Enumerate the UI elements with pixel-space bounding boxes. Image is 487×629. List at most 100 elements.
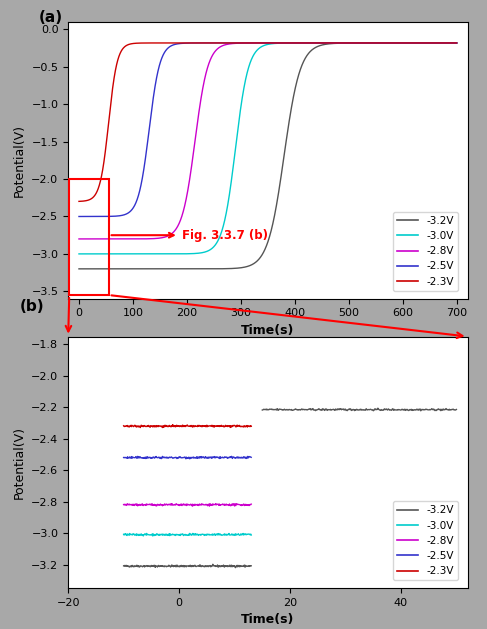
-2.5V xyxy=(76,213,82,220)
-2.3V xyxy=(447,39,452,47)
Line: -3.0V: -3.0V xyxy=(124,533,251,536)
-2.3V xyxy=(229,422,235,430)
-3.0V xyxy=(237,532,243,539)
-3.0V xyxy=(454,39,460,47)
-2.8V xyxy=(237,501,243,509)
-2.3V xyxy=(221,39,227,47)
-2.8V xyxy=(197,500,203,508)
-2.5V xyxy=(229,453,235,460)
-3.2V xyxy=(76,265,82,272)
-2.8V xyxy=(206,503,212,510)
-3.2V xyxy=(232,564,238,571)
-3.2V xyxy=(221,265,227,272)
-2.3V xyxy=(237,422,243,430)
-3.2V xyxy=(237,562,243,570)
Line: -2.3V: -2.3V xyxy=(79,43,457,201)
Text: (a): (a) xyxy=(39,10,63,25)
-2.3V xyxy=(119,46,125,53)
-2.5V xyxy=(121,454,127,462)
-3.0V xyxy=(142,250,148,258)
-2.5V xyxy=(406,39,412,47)
-3.2V xyxy=(197,562,203,570)
-3.0V xyxy=(119,250,125,258)
-2.3V xyxy=(121,423,127,430)
-3.0V xyxy=(453,39,459,47)
Text: (b): (b) xyxy=(19,299,44,314)
Legend: -3.2V, -3.0V, -2.8V, -2.5V, -2.3V: -3.2V, -3.0V, -2.8V, -2.5V, -2.3V xyxy=(393,501,458,581)
-3.2V xyxy=(406,39,412,47)
Line: -3.0V: -3.0V xyxy=(79,43,457,254)
-2.5V xyxy=(119,211,125,219)
-2.5V xyxy=(197,453,203,460)
-3.0V xyxy=(197,531,203,538)
Bar xyxy=(69,179,109,295)
-3.0V xyxy=(229,530,235,538)
-3.2V xyxy=(121,562,127,570)
-2.3V xyxy=(142,39,148,47)
-2.8V xyxy=(221,42,227,49)
-2.5V xyxy=(237,39,243,47)
-2.5V xyxy=(229,454,235,461)
Line: -2.3V: -2.3V xyxy=(124,425,251,428)
-3.0V xyxy=(198,531,204,538)
-2.3V xyxy=(198,422,204,430)
-2.8V xyxy=(406,39,412,47)
Line: -2.5V: -2.5V xyxy=(124,457,251,459)
-2.3V xyxy=(76,198,82,205)
-2.3V xyxy=(454,39,460,47)
-2.5V xyxy=(187,455,193,462)
-2.8V xyxy=(196,501,202,509)
-2.3V xyxy=(170,421,176,428)
-2.8V xyxy=(430,39,436,47)
-2.5V xyxy=(454,39,460,47)
-2.3V xyxy=(237,39,243,47)
-2.3V xyxy=(197,423,203,430)
-3.0V xyxy=(76,250,82,258)
Y-axis label: Potential(V): Potential(V) xyxy=(13,124,26,197)
-3.0V xyxy=(248,532,254,539)
-2.8V xyxy=(121,501,127,508)
-3.2V xyxy=(454,39,460,47)
-3.2V xyxy=(210,560,216,568)
Text: Fig. 3.3.7 (b): Fig. 3.3.7 (b) xyxy=(112,229,267,242)
-3.2V xyxy=(237,264,243,272)
-2.8V xyxy=(454,39,460,47)
Legend: -3.2V, -3.0V, -2.8V, -2.5V, -2.3V: -3.2V, -3.0V, -2.8V, -2.5V, -2.3V xyxy=(393,211,458,291)
-2.5V xyxy=(447,39,452,47)
Line: -2.8V: -2.8V xyxy=(124,504,251,506)
-2.8V xyxy=(237,40,243,47)
-2.5V xyxy=(197,454,203,462)
Line: -3.2V: -3.2V xyxy=(124,564,251,567)
Line: -2.5V: -2.5V xyxy=(79,43,457,216)
-3.0V xyxy=(406,39,412,47)
-3.0V xyxy=(200,530,206,538)
-3.0V xyxy=(187,530,193,537)
-3.0V xyxy=(121,532,127,539)
-2.5V xyxy=(237,454,243,461)
-2.5V xyxy=(344,39,350,47)
-2.3V xyxy=(248,422,254,430)
-2.3V xyxy=(200,422,206,430)
-3.0V xyxy=(221,220,227,228)
-3.2V xyxy=(121,562,127,570)
-3.2V xyxy=(229,562,235,569)
X-axis label: Time(s): Time(s) xyxy=(241,613,295,626)
Line: -2.8V: -2.8V xyxy=(79,43,457,239)
-2.3V xyxy=(264,39,270,47)
-2.5V xyxy=(142,161,148,169)
-3.0V xyxy=(447,39,452,47)
-2.8V xyxy=(121,501,127,509)
Y-axis label: Potential(V): Potential(V) xyxy=(13,426,26,499)
-2.8V xyxy=(142,235,148,243)
-2.3V xyxy=(121,422,127,430)
-2.8V xyxy=(234,500,240,508)
-2.5V xyxy=(248,454,254,461)
-2.8V xyxy=(447,39,452,47)
-2.5V xyxy=(121,454,127,461)
X-axis label: Time(s): Time(s) xyxy=(241,324,295,337)
-3.2V xyxy=(119,265,125,272)
-2.3V xyxy=(160,424,166,431)
-3.2V xyxy=(196,562,202,569)
-3.2V xyxy=(142,265,148,272)
-2.8V xyxy=(229,501,235,509)
